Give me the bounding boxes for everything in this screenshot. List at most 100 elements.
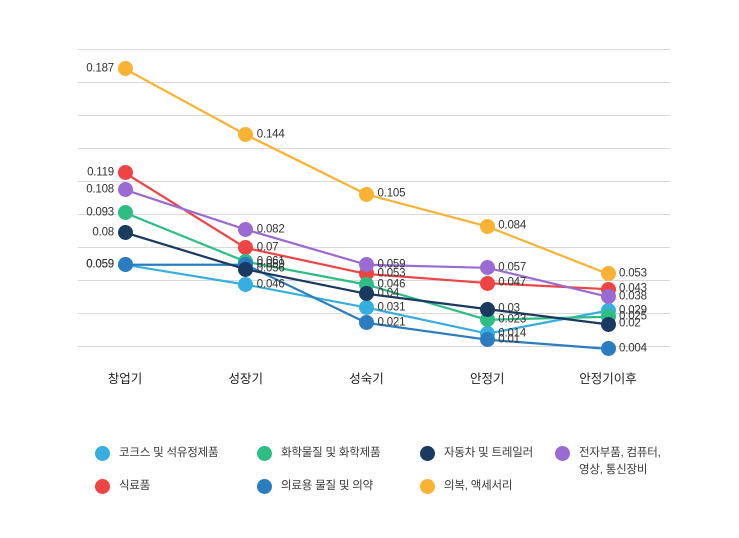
point-value-label: 0.053 — [619, 267, 647, 280]
data-point-marker[interactable] — [117, 182, 133, 198]
data-point-marker[interactable] — [238, 222, 254, 238]
point-value-label: 0.025 — [619, 310, 647, 322]
point-value-label: 0.119 — [87, 166, 114, 179]
data-point-marker[interactable] — [238, 277, 254, 293]
point-value-label: 0.061 — [256, 254, 285, 267]
point-value-label: 0.082 — [256, 222, 285, 235]
point-value-label: 0.144 — [256, 127, 285, 140]
data-point-marker[interactable] — [238, 240, 254, 256]
data-point-marker[interactable] — [600, 316, 616, 332]
point-value-label: 0.01 — [498, 332, 520, 345]
gridline — [78, 49, 670, 50]
point-value-label: 0.014 — [498, 326, 527, 339]
point-value-label: 0.105 — [377, 187, 406, 200]
chart-legend: 코크스 및 석유정제품 화학물질 및 화학제품 자동차 및 트레일러 전자부품, 컴퓨… — [95, 445, 665, 507]
point-value-label: 0.08 — [92, 225, 114, 238]
point-value-label: 0.031 — [377, 300, 406, 313]
x-axis-tick-label: 창업기 — [107, 372, 143, 386]
legend-color-swatch-icon — [95, 479, 110, 494]
point-value-label: 0.029 — [619, 303, 647, 316]
point-value-label: 0.07 — [256, 241, 279, 254]
x-axis-tick-label: 안정기이후 — [579, 372, 637, 386]
gridline — [78, 214, 670, 215]
data-point-marker[interactable] — [359, 186, 374, 202]
legend-color-swatch-icon — [420, 446, 435, 461]
legend-item[interactable]: 자동차 및 트레일러 — [420, 445, 533, 462]
x-axis-tick-label: 성장기 — [228, 372, 264, 386]
data-point-marker[interactable] — [479, 275, 495, 291]
point-value-label: 0.059 — [86, 257, 114, 270]
point-value-label: 0.03 — [498, 302, 520, 315]
legend-label: 식료품 — [119, 480, 151, 492]
point-value-label: 0.187 — [86, 62, 114, 75]
legend-label: 전자부품, 컴퓨터, 영상, 통신장비 — [579, 447, 661, 476]
legend-item[interactable]: 식료품 — [95, 478, 150, 495]
legend-item[interactable]: 의복, 액세서리 — [420, 478, 512, 495]
data-point-marker[interactable] — [238, 127, 254, 143]
x-axis-tick-label: 성숙기 — [349, 372, 384, 386]
point-value-label: 0.021 — [377, 316, 406, 329]
gridline — [78, 346, 670, 347]
point-value-label: 0.084 — [498, 219, 527, 232]
data-point-marker[interactable] — [117, 165, 133, 181]
legend-color-swatch-icon — [420, 479, 435, 494]
legend-label: 코크스 및 석유정제품 — [119, 447, 219, 459]
legend-color-swatch-icon — [257, 479, 272, 494]
data-point-marker[interactable] — [359, 286, 374, 302]
data-point-marker[interactable] — [117, 205, 133, 221]
point-value-label: 0.046 — [377, 277, 406, 290]
data-point-marker[interactable] — [359, 300, 374, 316]
point-value-label: 0.02 — [619, 317, 641, 330]
point-value-label: 0.053 — [377, 267, 406, 280]
data-point-marker[interactable] — [600, 341, 616, 357]
point-value-label: 0.059 — [256, 257, 285, 270]
data-point-marker[interactable] — [117, 257, 133, 273]
legend-label: 의료용 물질 및 의약 — [281, 480, 374, 492]
point-value-label: 0.038 — [619, 290, 647, 303]
series-lines-layer — [123, 67, 610, 350]
gridline — [78, 247, 670, 248]
point-value-label: 0.059 — [86, 257, 114, 270]
point-value-label: 0.043 — [619, 282, 647, 295]
data-point-marker[interactable] — [117, 225, 133, 241]
point-value-label: 0.046 — [256, 277, 285, 290]
data-point-marker[interactable] — [359, 315, 374, 331]
x-axis-tick-labels: 창업기 성장기 성숙기 안정기 안정기이후 — [78, 368, 670, 390]
legend-label: 화학물질 및 화학제품 — [281, 447, 381, 459]
gridline — [78, 280, 670, 281]
data-point-marker[interactable] — [117, 61, 133, 77]
legend-item[interactable]: 의료용 물질 및 의약 — [257, 478, 373, 495]
point-value-label: 0.108 — [86, 183, 114, 195]
data-point-marker[interactable] — [479, 218, 495, 234]
point-value-label: 0.059 — [377, 257, 406, 270]
data-point-marker[interactable] — [479, 301, 495, 317]
data-point-marker[interactable] — [359, 257, 374, 273]
legend-item[interactable]: 화학물질 및 화학제품 — [257, 445, 381, 462]
legend-item[interactable]: 코크스 및 석유정제품 — [95, 445, 219, 462]
point-value-label: 0.093 — [86, 205, 114, 218]
legend-item[interactable]: 전자부품, 컴퓨터, 영상, 통신장비 — [555, 445, 661, 478]
legend-color-swatch-icon — [555, 446, 570, 461]
gridline — [78, 115, 670, 116]
point-value-label: 0.023 — [498, 313, 527, 326]
data-point-marker[interactable] — [600, 289, 616, 305]
gridline — [78, 148, 670, 149]
x-axis-tick-label: 안정기 — [469, 372, 505, 386]
legend-color-swatch-icon — [95, 446, 110, 461]
point-value-label: 0.056 — [256, 262, 285, 275]
data-point-marker[interactable] — [479, 332, 495, 348]
point-value-label: 0.047 — [498, 276, 527, 289]
gridline — [78, 82, 670, 83]
data-point-marker[interactable] — [479, 260, 495, 276]
point-value-label: 0.004 — [619, 342, 647, 355]
legend-label: 자동차 및 트레일러 — [444, 447, 534, 459]
legend-label: 의복, 액세서리 — [444, 480, 513, 492]
point-value-label: 0.04 — [377, 287, 400, 300]
plot-area: 0.059 0.046 0.031 0.014 0.029 0.119 0.07 0.053 0… — [78, 30, 670, 360]
gridline — [78, 313, 670, 314]
data-point-marker[interactable] — [600, 266, 616, 282]
data-point-marker[interactable] — [238, 261, 254, 277]
legend-color-swatch-icon — [257, 446, 272, 461]
point-value-label: 0.057 — [498, 261, 527, 274]
